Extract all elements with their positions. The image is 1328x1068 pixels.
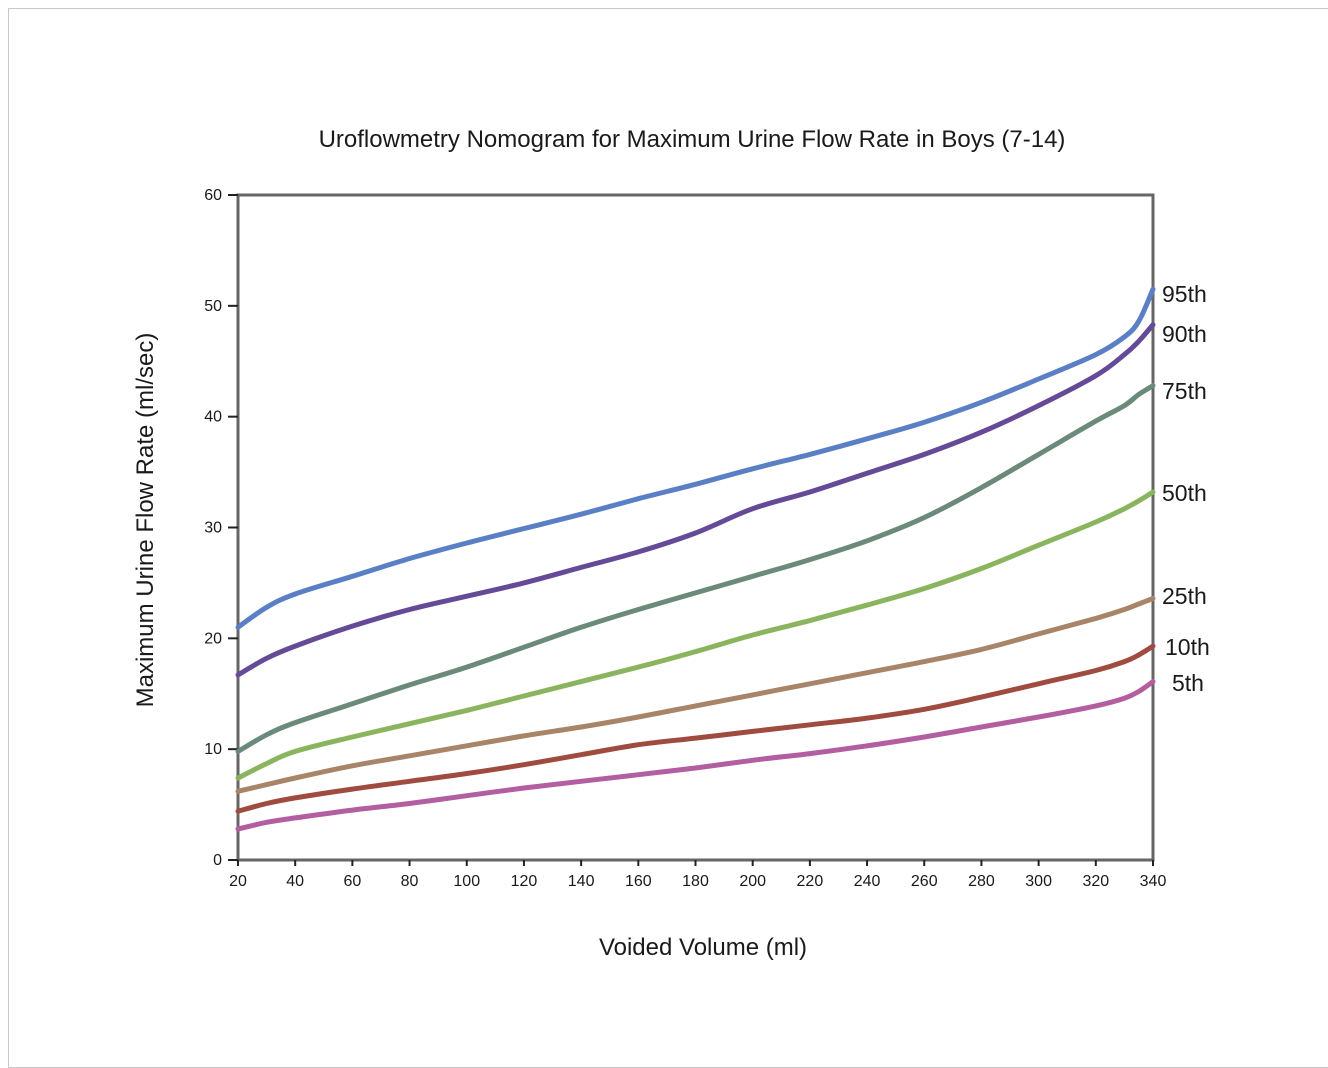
- y-tick-label: 60: [204, 187, 222, 204]
- x-axis-label: Voided Volume (ml): [599, 934, 807, 961]
- series-label-50th: 50th: [1162, 480, 1207, 506]
- x-tick-label: 160: [625, 873, 652, 890]
- x-tick-label: 280: [968, 873, 995, 890]
- series-line-95th: [235, 286, 1156, 630]
- series-line-75th: [235, 383, 1156, 754]
- series-lines: [235, 286, 1156, 832]
- series-line-50th: [235, 489, 1156, 781]
- series-label-25th: 25th: [1162, 583, 1207, 609]
- chart-title: Uroflowmetry Nomogram for Maximum Urine …: [319, 126, 1066, 153]
- y-tick-label: 30: [204, 520, 222, 537]
- series-label-10th: 10th: [1165, 634, 1210, 660]
- y-axis-ticks: 0 10 20 30 40 50 60: [204, 187, 238, 869]
- series-line-10th: [235, 643, 1156, 814]
- x-tick-label: 40: [286, 873, 304, 890]
- series-labels: 95th 90th 75th 50th 25th 10th 5th: [1162, 281, 1210, 696]
- series-label-75th: 75th: [1162, 378, 1207, 404]
- x-tick-label: 220: [797, 873, 824, 890]
- x-tick-label: 180: [682, 873, 709, 890]
- y-tick-label: 20: [204, 630, 222, 647]
- series-label-95th: 95th: [1162, 281, 1207, 307]
- x-tick-label: 100: [453, 873, 480, 890]
- y-axis-label: Maximum Urine Flow Rate (ml/sec): [132, 333, 159, 708]
- x-tick-label: 340: [1140, 873, 1167, 890]
- x-axis-ticks: 20 40 60 80 100 120 140 160 180 200 220 240 260 280 30…: [229, 860, 1166, 890]
- x-tick-label: 300: [1025, 873, 1052, 890]
- y-tick-label: 40: [204, 409, 222, 426]
- x-tick-label: 240: [854, 873, 881, 890]
- y-tick-label: 50: [204, 298, 222, 315]
- series-line-25th: [235, 595, 1156, 794]
- x-tick-label: 120: [511, 873, 538, 890]
- series-label-5th: 5th: [1172, 670, 1204, 696]
- x-tick-label: 140: [568, 873, 595, 890]
- series-line-5th: [235, 679, 1156, 832]
- x-tick-label: 80: [401, 873, 419, 890]
- x-tick-label: 60: [343, 873, 361, 890]
- series-line-90th: [235, 322, 1156, 678]
- x-tick-label: 200: [739, 873, 766, 890]
- x-tick-label: 20: [229, 873, 247, 890]
- y-tick-label: 10: [204, 741, 222, 758]
- series-label-90th: 90th: [1162, 321, 1207, 347]
- x-tick-label: 260: [911, 873, 938, 890]
- x-tick-label: 320: [1082, 873, 1109, 890]
- y-tick-label: 0: [213, 852, 222, 869]
